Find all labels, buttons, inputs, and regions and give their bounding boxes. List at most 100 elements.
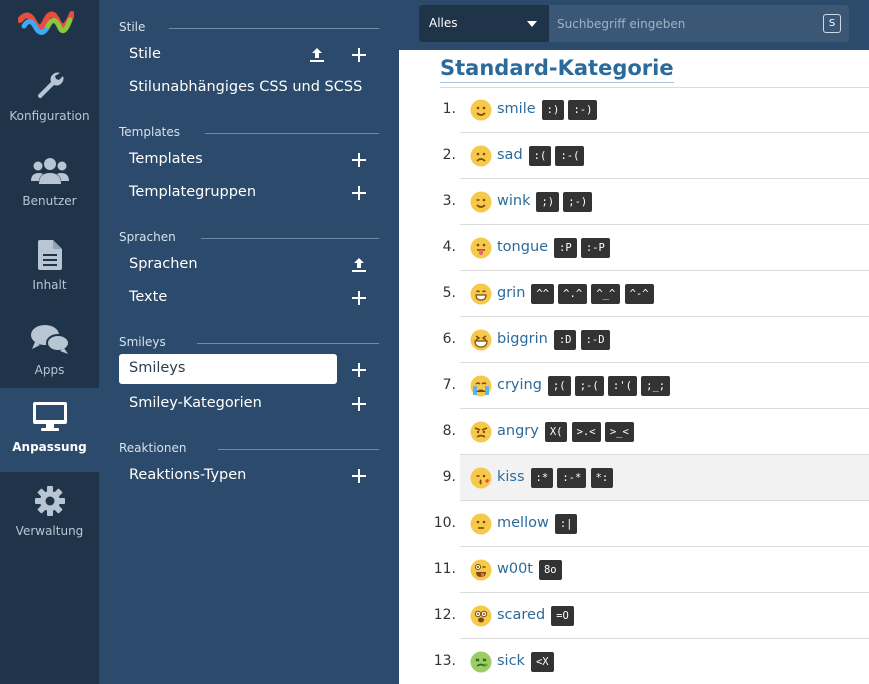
wink-emoji-icon	[470, 191, 492, 213]
row-number: 7.	[442, 377, 456, 393]
rail-label: Inhalt	[32, 278, 67, 292]
smiley-code: ;-)	[563, 192, 593, 212]
smiley-row-sick[interactable]: 13. sick <X	[434, 639, 869, 684]
smiley-name-link[interactable]: crying	[497, 377, 542, 393]
add-icon[interactable]	[351, 396, 367, 412]
rail-item-benutzer[interactable]: Benutzer	[0, 142, 99, 226]
smiley-row-wink[interactable]: 3. wink;) ;-)	[443, 179, 869, 225]
smiley-row-smile[interactable]: 1. smile:):-)	[443, 87, 869, 133]
sad-emoji-icon	[470, 145, 492, 167]
monitor-icon	[32, 402, 67, 431]
row-number: 2.	[442, 147, 456, 163]
title-divider	[440, 87, 869, 88]
add-icon[interactable]	[351, 362, 367, 378]
menu-item-reaktions-typen[interactable]: Reaktions-Typen	[119, 461, 378, 491]
menu-item-smileys[interactable]: Smileys	[119, 354, 337, 384]
row-number: 10.	[433, 515, 456, 531]
add-icon[interactable]	[351, 152, 367, 168]
smiley-row-tongue[interactable]: 4. tongue:P:-P	[443, 225, 869, 271]
search-scope-select[interactable]: Alles	[419, 5, 549, 42]
smiley-name-link[interactable]: smile	[497, 101, 536, 117]
menu-item-stile[interactable]: Stile	[119, 40, 378, 70]
section-divider	[205, 133, 379, 134]
smiley-code: *:	[590, 468, 614, 488]
smiley-name-link[interactable]: scared	[497, 607, 546, 623]
crying-emoji-icon	[470, 375, 492, 397]
section-header-stile: Stile	[119, 20, 379, 34]
smiley-name-link[interactable]: sad	[497, 147, 523, 163]
upload-icon[interactable]	[351, 257, 367, 273]
row-number: 9.	[442, 469, 456, 485]
menu-item-smiley-kategorien[interactable]: Smiley-Kategorien	[119, 389, 378, 419]
smiley-name-link[interactable]: w00t	[497, 561, 533, 577]
add-icon[interactable]	[351, 185, 367, 201]
smiley-code: :)	[541, 100, 565, 120]
menu-item-stilunabhaengiges-css[interactable]: Stilunabhängiges CSS und SCSS	[119, 73, 378, 103]
smiley-row-mellow[interactable]: 10. mellow :|	[434, 501, 869, 547]
smiley-row-angry[interactable]: 8. angry X(>.< >_<	[443, 409, 869, 455]
menu-item-templategruppen[interactable]: Templategruppen	[119, 178, 378, 208]
smiley-row-crying[interactable]: 7. crying ;(;-(:'(;_;	[443, 363, 869, 409]
grin-emoji-icon	[470, 283, 492, 305]
tongue-emoji-icon	[470, 237, 492, 259]
row-number: 5.	[442, 285, 456, 301]
section-title: Stile	[119, 20, 146, 34]
smiley-code: >.<	[571, 422, 601, 442]
search-shortcut-key: S	[823, 14, 841, 33]
rail-label: Benutzer	[22, 194, 77, 208]
smiley-code: ;)	[536, 192, 560, 212]
smiley-code: :(	[528, 146, 552, 166]
section-header-templates: Templates	[119, 125, 379, 139]
rail-item-apps[interactable]: Apps	[0, 311, 99, 395]
section-title: Sprachen	[119, 230, 176, 244]
smiley-row-scared[interactable]: 12. scared =O	[434, 593, 869, 639]
menu-item-texte[interactable]: Texte	[119, 283, 378, 313]
sick-emoji-icon	[470, 651, 492, 673]
rail-item-inhalt[interactable]: Inhalt	[0, 226, 99, 310]
rail-item-konfiguration[interactable]: Konfiguration	[0, 57, 99, 141]
menu-item-templates[interactable]: Templates	[119, 145, 378, 175]
add-icon[interactable]	[351, 468, 367, 484]
add-icon[interactable]	[351, 290, 367, 306]
smiley-code: :|	[554, 514, 578, 534]
app-logo[interactable]	[18, 6, 74, 40]
main-navigation-rail: Konfiguration Benutzer Inhalt Apps Anpas…	[0, 0, 99, 684]
smiley-name-link[interactable]: wink	[497, 193, 531, 209]
smiley-code: =O	[551, 606, 574, 626]
chevron-down-icon	[527, 21, 537, 27]
smiley-row-biggrin[interactable]: 6. biggrin:D:-D	[443, 317, 869, 363]
menu-item-label: Stile	[129, 46, 161, 62]
menu-item-label: Sprachen	[129, 256, 198, 272]
smiley-name-link[interactable]: grin	[497, 285, 526, 301]
rail-label: Apps	[34, 363, 65, 377]
smiley-row-grin[interactable]: 5. grin ^^ ^.^ ^_^ ^-^	[443, 271, 869, 317]
section-title: Templates	[119, 125, 181, 139]
smiley-name-link[interactable]: tongue	[497, 239, 549, 255]
smiley-code: ;(	[547, 376, 571, 396]
smiley-name-link[interactable]: mellow	[497, 515, 549, 531]
menu-item-label: Templategruppen	[129, 184, 257, 200]
smiley-code: :-P	[580, 238, 610, 258]
smiley-code: ;_;	[641, 376, 671, 396]
smiley-code: >_<	[604, 422, 634, 442]
rail-item-verwaltung[interactable]: Verwaltung	[0, 472, 99, 556]
chat-bubbles-icon	[30, 325, 70, 354]
search-input[interactable]	[549, 5, 809, 42]
add-icon[interactable]	[351, 47, 367, 63]
smiley-name-link[interactable]: kiss	[497, 469, 525, 485]
wrench-icon	[37, 72, 63, 99]
smiley-name-link[interactable]: sick	[497, 653, 525, 669]
smiley-row-sad[interactable]: 2. sad:(:-(	[443, 133, 869, 179]
rail-item-anpassung[interactable]: Anpassung	[0, 388, 99, 472]
smiley-row-w00t[interactable]: 11. w00t 8o	[434, 547, 869, 593]
smiley-code: X(	[544, 422, 568, 442]
smiley-name-link[interactable]: biggrin	[497, 331, 548, 347]
smiley-name-link[interactable]: angry	[497, 423, 539, 439]
menu-item-sprachen[interactable]: Sprachen	[119, 250, 378, 280]
upload-icon[interactable]	[309, 47, 325, 63]
angry-emoji-icon	[470, 421, 492, 443]
menu-item-label: Texte	[129, 289, 168, 305]
document-icon	[37, 240, 62, 270]
smiley-code: :D	[553, 330, 577, 350]
smiley-row-kiss[interactable]: 9. kiss:*:-* *:	[443, 455, 869, 501]
